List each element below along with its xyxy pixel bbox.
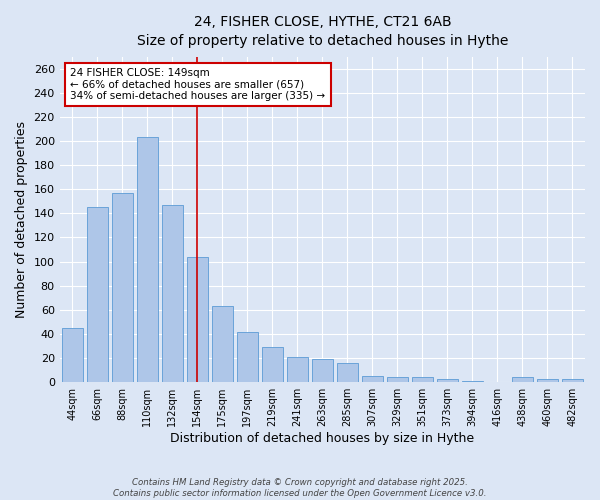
Text: 24 FISHER CLOSE: 149sqm
← 66% of detached houses are smaller (657)
34% of semi-d: 24 FISHER CLOSE: 149sqm ← 66% of detache…: [70, 68, 325, 101]
Bar: [437, 378, 458, 382]
Bar: [462, 381, 483, 382]
Bar: [112, 193, 133, 382]
Bar: [412, 378, 433, 382]
Bar: [562, 378, 583, 382]
Bar: [187, 257, 208, 382]
Title: 24, FISHER CLOSE, HYTHE, CT21 6AB
Size of property relative to detached houses i: 24, FISHER CLOSE, HYTHE, CT21 6AB Size o…: [137, 15, 508, 48]
Bar: [212, 306, 233, 382]
Bar: [312, 360, 333, 382]
Bar: [62, 328, 83, 382]
Bar: [337, 363, 358, 382]
X-axis label: Distribution of detached houses by size in Hythe: Distribution of detached houses by size …: [170, 432, 475, 445]
Bar: [287, 357, 308, 382]
Bar: [387, 378, 408, 382]
Bar: [537, 378, 558, 382]
Bar: [262, 347, 283, 382]
Text: Contains HM Land Registry data © Crown copyright and database right 2025.
Contai: Contains HM Land Registry data © Crown c…: [113, 478, 487, 498]
Bar: [362, 376, 383, 382]
Bar: [161, 205, 183, 382]
Bar: [137, 138, 158, 382]
Bar: [236, 332, 258, 382]
Bar: [512, 378, 533, 382]
Bar: [86, 208, 108, 382]
Y-axis label: Number of detached properties: Number of detached properties: [15, 121, 28, 318]
